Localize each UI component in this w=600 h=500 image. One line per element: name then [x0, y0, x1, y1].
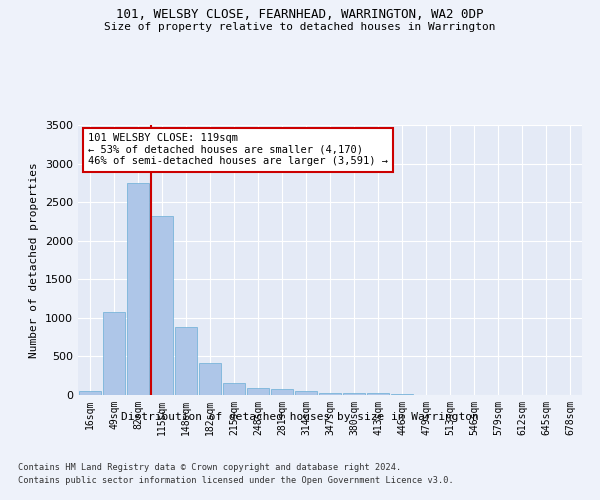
Bar — [247, 388, 269, 395]
Bar — [175, 327, 197, 395]
Bar — [151, 216, 173, 395]
Bar — [295, 391, 317, 395]
Bar — [79, 391, 101, 395]
Text: 101, WELSBY CLOSE, FEARNHEAD, WARRINGTON, WA2 0DP: 101, WELSBY CLOSE, FEARNHEAD, WARRINGTON… — [116, 8, 484, 20]
Bar — [223, 383, 245, 395]
Y-axis label: Number of detached properties: Number of detached properties — [29, 162, 40, 358]
Bar — [343, 393, 365, 395]
Text: Distribution of detached houses by size in Warrington: Distribution of detached houses by size … — [121, 412, 479, 422]
Bar — [271, 389, 293, 395]
Bar — [391, 394, 413, 395]
Bar — [367, 394, 389, 395]
Text: Contains HM Land Registry data © Crown copyright and database right 2024.: Contains HM Land Registry data © Crown c… — [18, 462, 401, 471]
Bar — [103, 312, 125, 395]
Text: 101 WELSBY CLOSE: 119sqm
← 53% of detached houses are smaller (4,170)
46% of sem: 101 WELSBY CLOSE: 119sqm ← 53% of detach… — [88, 133, 388, 166]
Text: Contains public sector information licensed under the Open Government Licence v3: Contains public sector information licen… — [18, 476, 454, 485]
Bar — [319, 392, 341, 395]
Text: Size of property relative to detached houses in Warrington: Size of property relative to detached ho… — [104, 22, 496, 32]
Bar — [199, 362, 221, 395]
Bar — [127, 183, 149, 395]
